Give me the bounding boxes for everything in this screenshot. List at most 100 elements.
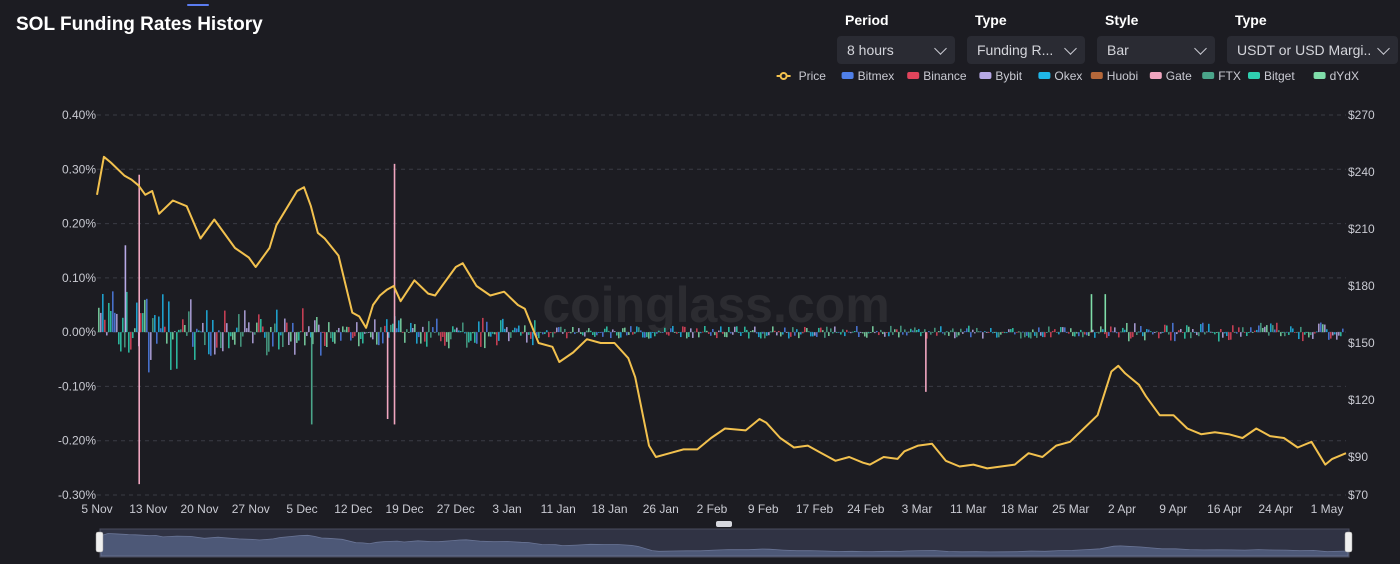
funding-bar bbox=[742, 332, 744, 333]
y-left-tick-label: 0.00% bbox=[62, 325, 96, 339]
legend-label-bybit: Bybit bbox=[995, 69, 1022, 83]
funding-bar bbox=[660, 332, 662, 333]
funding-bar bbox=[1024, 332, 1026, 338]
funding-bar bbox=[1320, 322, 1322, 333]
funding-bar bbox=[802, 332, 804, 334]
funding-bar bbox=[640, 330, 642, 333]
funding-bar bbox=[540, 332, 542, 333]
funding-bar bbox=[156, 332, 158, 344]
funding-bar bbox=[610, 332, 612, 339]
funding-bar bbox=[762, 332, 764, 334]
funding-bar bbox=[348, 327, 350, 333]
funding-bar bbox=[1306, 332, 1308, 333]
funding-bar bbox=[1112, 331, 1114, 333]
funding-bar bbox=[882, 332, 884, 335]
funding-bar bbox=[824, 332, 826, 338]
funding-bar bbox=[566, 332, 568, 339]
funding-bar bbox=[864, 332, 866, 337]
funding-bar bbox=[336, 330, 338, 333]
funding-bar bbox=[1330, 332, 1332, 339]
funding-bar bbox=[1230, 332, 1232, 340]
funding-bar bbox=[1284, 332, 1286, 337]
funding-bar bbox=[1216, 332, 1218, 333]
funding-bar bbox=[486, 321, 488, 333]
funding-bar bbox=[1128, 332, 1130, 342]
funding-bar bbox=[368, 332, 370, 333]
legend-swatch-bitget bbox=[1248, 72, 1260, 79]
funding-bar bbox=[1178, 330, 1180, 333]
funding-spike-gate bbox=[386, 332, 389, 419]
funding-bar bbox=[126, 291, 128, 333]
funding-bar bbox=[328, 322, 330, 333]
funding-bar bbox=[166, 332, 168, 344]
funding-bar bbox=[686, 332, 688, 339]
funding-bar bbox=[1174, 332, 1176, 342]
funding-bar bbox=[880, 329, 882, 333]
funding-bar bbox=[346, 326, 348, 333]
legend-swatch-ftx bbox=[1202, 72, 1215, 79]
funding-bar bbox=[1104, 332, 1106, 335]
y-left-tick-label: -0.10% bbox=[58, 379, 96, 393]
funding-bar bbox=[638, 327, 640, 333]
funding-bar bbox=[822, 330, 824, 333]
funding-bar bbox=[714, 332, 716, 336]
funding-bar bbox=[1052, 330, 1054, 333]
funding-bar bbox=[1302, 332, 1304, 342]
funding-bar bbox=[102, 293, 104, 333]
funding-bar bbox=[536, 332, 538, 337]
funding-bar bbox=[226, 323, 228, 333]
funding-bar bbox=[1146, 329, 1148, 333]
style-select[interactable]: Bar bbox=[1097, 36, 1215, 64]
funding-bar bbox=[1062, 327, 1064, 333]
funding-bar bbox=[502, 318, 504, 333]
funding-bar bbox=[290, 332, 292, 342]
margin-type-value: USDT or USD Margi... bbox=[1237, 42, 1371, 58]
funding-bar bbox=[996, 332, 998, 338]
type-select[interactable]: Funding R... bbox=[967, 36, 1085, 64]
funding-bar bbox=[690, 328, 692, 333]
funding-bar bbox=[276, 309, 278, 333]
funding-bar bbox=[1210, 331, 1212, 333]
funding-bar bbox=[760, 332, 762, 339]
funding-bar bbox=[582, 332, 584, 336]
funding-bar bbox=[826, 326, 828, 333]
funding-bar bbox=[932, 332, 934, 333]
watermark: coinglass.com bbox=[542, 277, 889, 333]
funding-bar bbox=[1290, 326, 1292, 333]
funding-bar bbox=[588, 328, 590, 333]
funding-bar bbox=[340, 332, 342, 341]
funding-bar bbox=[632, 332, 634, 335]
navigator-scroll-handle[interactable] bbox=[716, 521, 732, 527]
navigator-right-handle[interactable] bbox=[1344, 531, 1353, 553]
funding-bar bbox=[234, 332, 236, 345]
funding-bar bbox=[912, 330, 914, 333]
funding-bar bbox=[976, 327, 978, 333]
period-select[interactable]: 8 hours bbox=[837, 36, 955, 64]
funding-bar bbox=[584, 332, 586, 337]
funding-bar bbox=[278, 332, 280, 350]
funding-bar bbox=[950, 330, 952, 333]
funding-bar bbox=[492, 332, 494, 334]
funding-bar bbox=[182, 319, 184, 333]
funding-bar bbox=[1222, 332, 1224, 338]
funding-bar bbox=[1236, 332, 1238, 334]
funding-bar bbox=[554, 332, 556, 334]
funding-bar bbox=[534, 320, 536, 333]
funding-bar bbox=[984, 331, 986, 333]
funding-bar bbox=[1070, 328, 1072, 333]
range-navigator[interactable] bbox=[95, 521, 1353, 558]
funding-bar bbox=[224, 310, 226, 333]
navigator-left-handle[interactable] bbox=[95, 531, 104, 553]
y-right-tick-label: $240 bbox=[1348, 165, 1375, 179]
margin-type-select[interactable]: USDT or USD Margi... bbox=[1227, 36, 1398, 64]
funding-bar bbox=[1002, 332, 1004, 333]
funding-bar bbox=[1044, 332, 1046, 338]
funding-bar bbox=[1118, 332, 1120, 338]
y-right-tick-label: $70 bbox=[1348, 488, 1368, 502]
funding-bar bbox=[870, 332, 872, 333]
funding-bar bbox=[596, 332, 598, 336]
funding-bar bbox=[1280, 332, 1282, 337]
funding-bar bbox=[104, 319, 106, 333]
legend-swatch-gate bbox=[1149, 72, 1162, 79]
funding-bar bbox=[1030, 332, 1032, 339]
